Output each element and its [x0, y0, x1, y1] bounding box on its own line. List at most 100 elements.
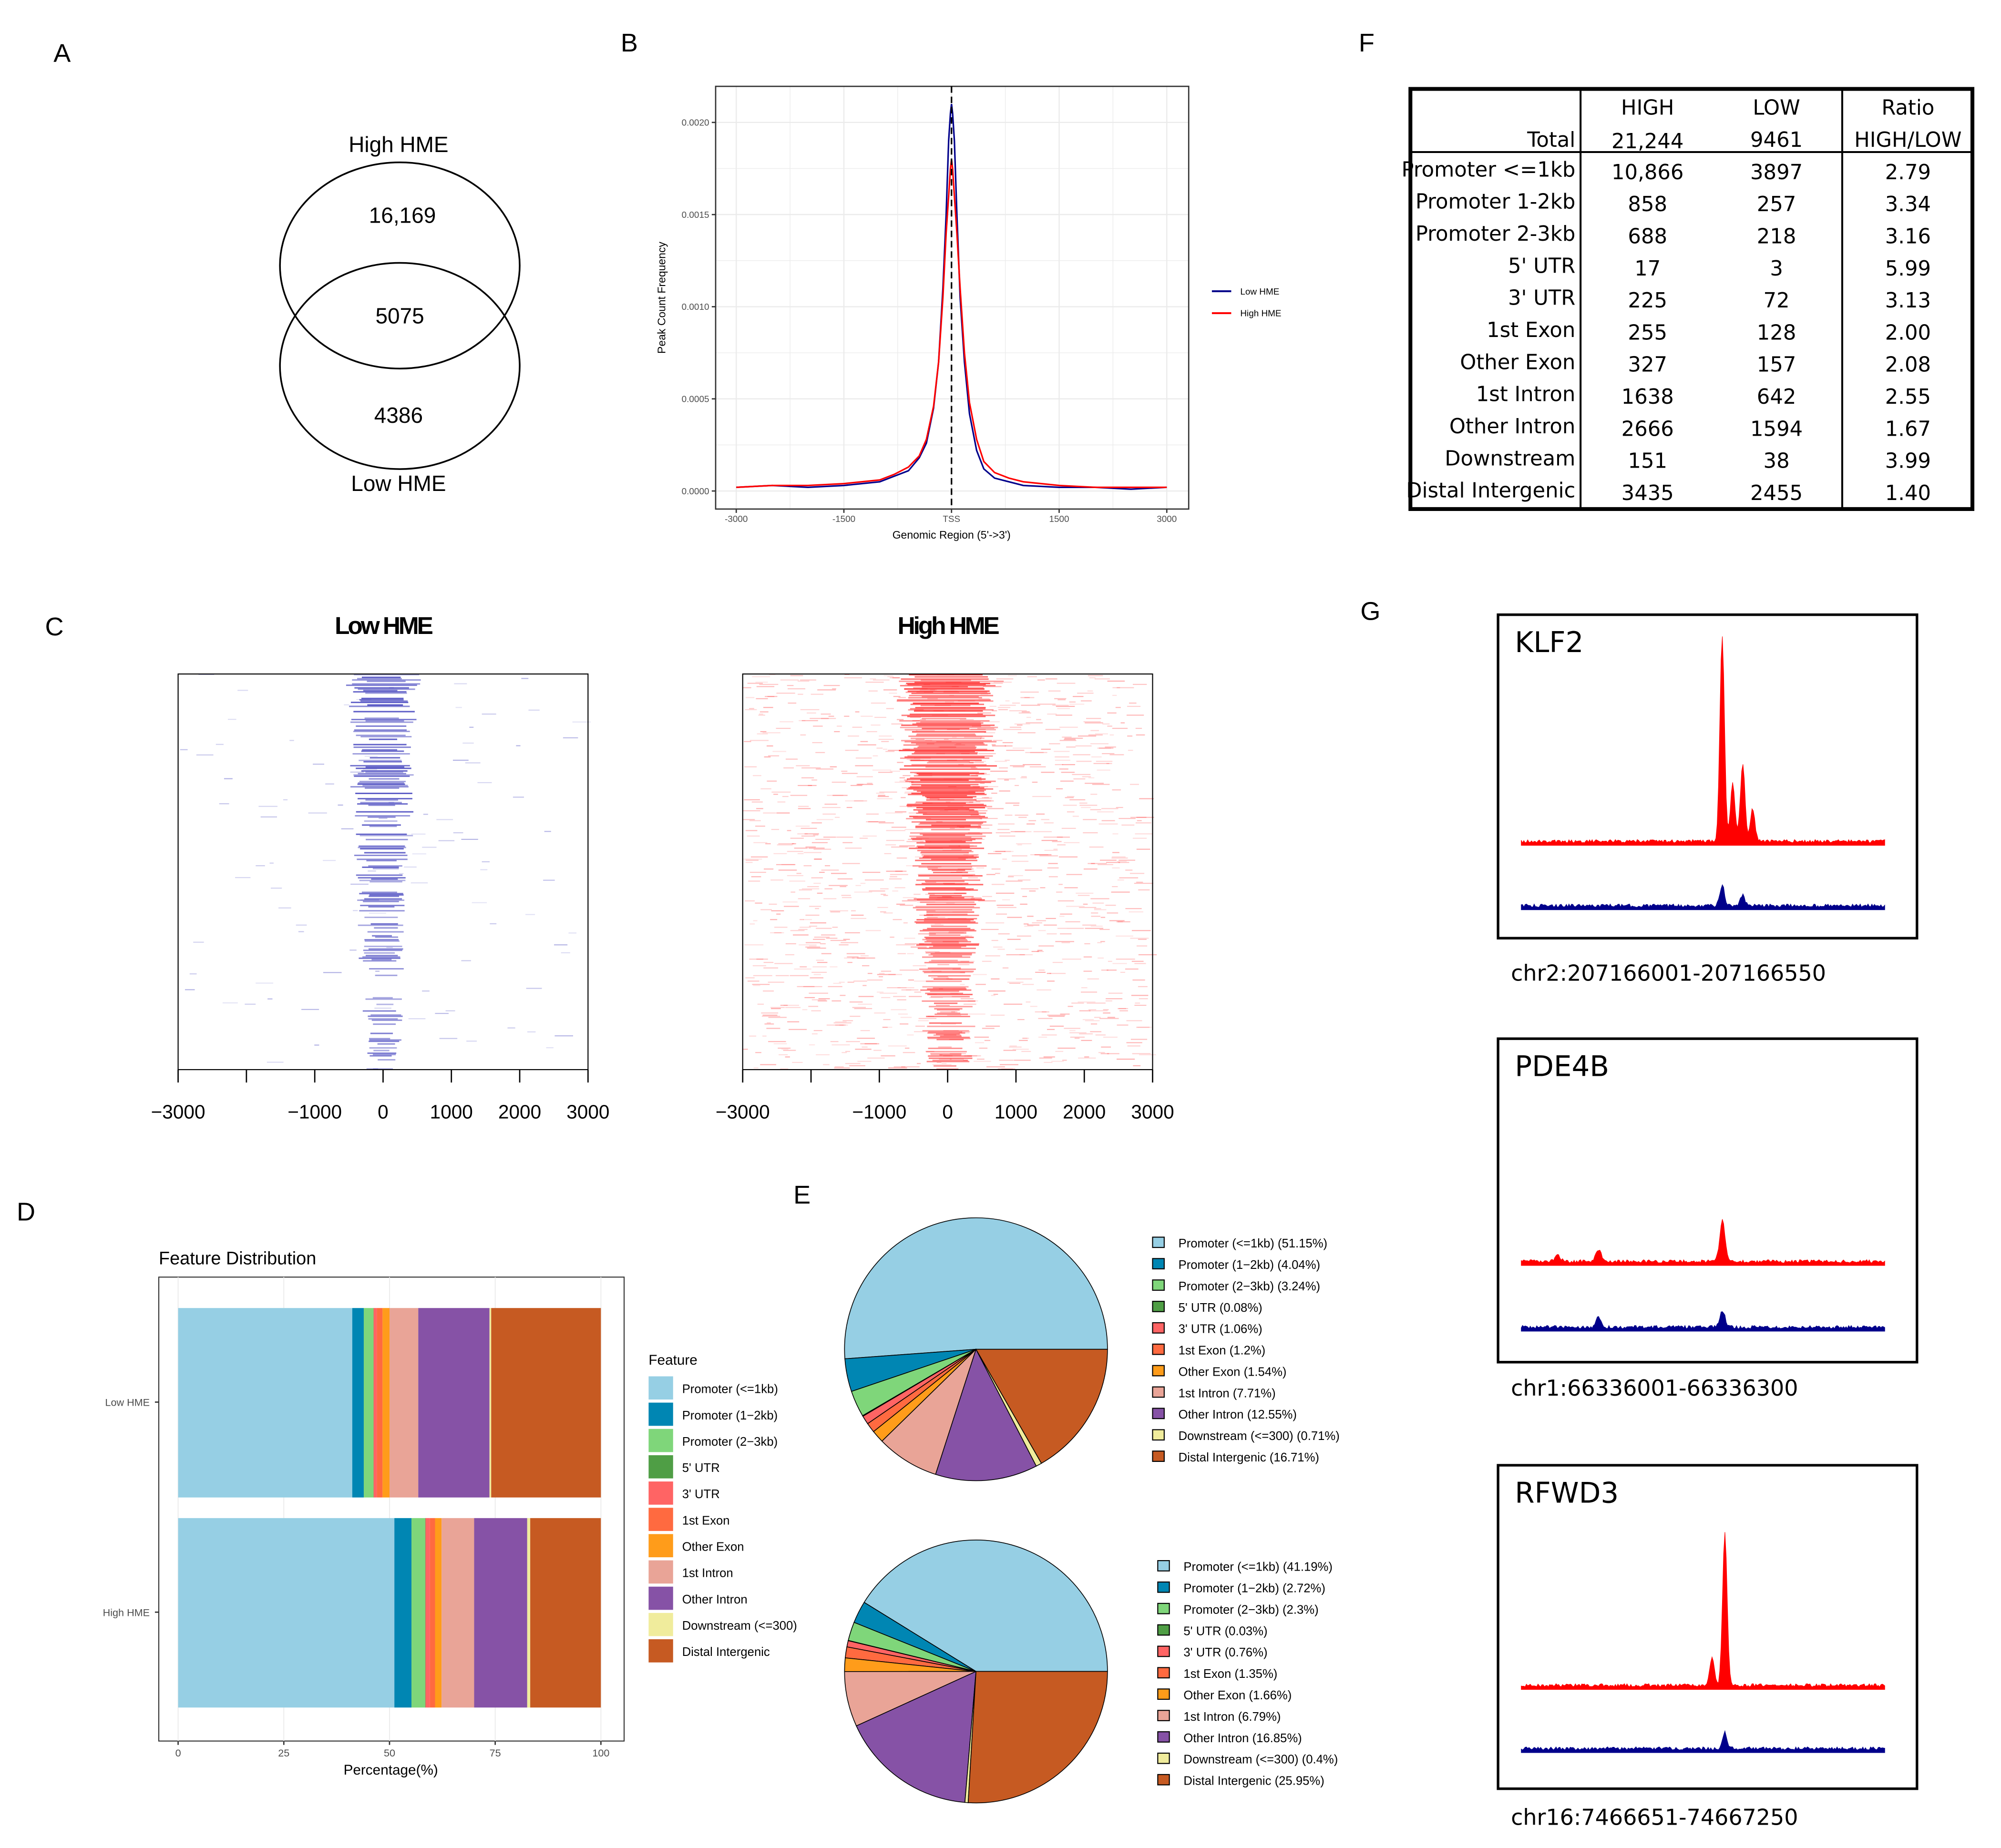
heatmap-cell [763, 967, 779, 969]
heatmap-cell [1091, 756, 1102, 758]
heatmap-cell [835, 817, 840, 818]
heatmap-cell [944, 884, 963, 885]
heatmap-cell [823, 685, 840, 686]
bar-segment [441, 1518, 474, 1708]
heatmap-cell [798, 806, 809, 807]
heatmap-cell [842, 863, 860, 864]
heatmap-cell [1117, 1024, 1129, 1026]
column-header-low: LOW [1753, 96, 1800, 120]
heatmap-cell [350, 786, 409, 788]
panel-label-b: B [621, 29, 638, 57]
x-tick-label: 100 [592, 1747, 609, 1759]
heatmap-cell [1117, 687, 1134, 688]
heatmap-cell [944, 1034, 956, 1036]
heatmap-cell [1022, 711, 1030, 713]
heatmap-cell [889, 693, 897, 694]
heatmap-cell [521, 678, 529, 679]
heatmap-cell [1060, 933, 1072, 935]
heatmap-cell [1057, 900, 1074, 902]
heatmap-cell [1130, 817, 1147, 818]
heatmap-cell [363, 960, 397, 962]
heatmap-cell [763, 962, 774, 963]
x-axis-title: Percentage(%) [344, 1762, 438, 1778]
heatmap-cell [821, 713, 831, 715]
heatmap-cell [879, 791, 897, 793]
heatmap-cell [815, 838, 830, 840]
heatmap-cell [1043, 1056, 1055, 1058]
heatmap-cell [971, 775, 979, 776]
pie-chart-high-hme: Promoter (<=1kb) (51.15%)Promoter (1−2kb… [844, 1217, 1340, 1481]
heatmap-cell [952, 968, 961, 970]
heatmap-cell [926, 1051, 967, 1052]
heatmap-cell [950, 1058, 964, 1060]
heatmap-cell [1109, 754, 1124, 756]
heatmap-cell [959, 1032, 970, 1033]
heatmap-cell [1136, 945, 1148, 947]
heatmap-cell [353, 910, 358, 911]
pie-slice [975, 1348, 1108, 1464]
heatmap-cell [915, 884, 984, 886]
heatmap-cell [1062, 959, 1081, 960]
heatmap-cell [864, 879, 884, 881]
heatmap-cell [808, 785, 812, 786]
heatmap-cell [822, 807, 841, 808]
heatmap-cell [855, 757, 872, 759]
cell-low: 218 [1757, 225, 1796, 248]
heatmap-cell [1103, 1009, 1109, 1011]
heatmap-cell [1018, 1040, 1028, 1041]
heatmap-cell [906, 818, 982, 820]
heatmap-cell [909, 694, 994, 696]
heatmap-cell [1099, 1018, 1119, 1019]
legend-label: Promoter (1−2kb) (4.04%) [1179, 1258, 1320, 1272]
heatmap-low-hme: Low HME−3000 −1000 0 1000 2000 3000 [151, 612, 610, 1123]
heatmap-cell [772, 751, 787, 752]
legend-key [648, 1481, 673, 1505]
heatmap-cell [960, 719, 974, 720]
heatmap-cell [999, 1060, 1014, 1061]
heatmap-cell [354, 729, 407, 731]
y-tick-label: High HME [103, 1606, 150, 1618]
legend-key [1157, 1710, 1170, 1721]
heatmap-cell [925, 841, 966, 843]
heatmap-cell [1116, 935, 1134, 937]
heatmap-cell [907, 690, 990, 692]
heatmap-cell [1099, 929, 1110, 930]
heatmap-cell [1038, 945, 1054, 947]
heatmap-cell [749, 820, 761, 821]
heatmap-cell [349, 705, 410, 707]
heatmap-cell [364, 952, 395, 954]
heatmap-cell [783, 1050, 796, 1051]
heatmap-cell [1035, 971, 1046, 973]
heatmap-cell [1007, 675, 1017, 676]
legend-key [1152, 1301, 1165, 1312]
heatmap-cell [353, 774, 414, 776]
heatmap-cell [408, 1018, 426, 1020]
heatmap-cell [811, 999, 826, 1001]
heatmap-cell [773, 794, 778, 795]
heatmap-cell [1111, 856, 1126, 858]
heatmap-cell [482, 713, 496, 715]
heatmap-cell [832, 795, 848, 796]
legend-key [1157, 1560, 1170, 1572]
heatmap-cell [1056, 788, 1063, 789]
heatmap-cell [788, 702, 797, 704]
pie-slice [863, 1540, 1108, 1672]
heatmap-cell [1060, 913, 1072, 915]
heatmap-cell [439, 1038, 458, 1039]
heatmap-cell [998, 933, 1010, 935]
heatmap-cell [1091, 916, 1101, 917]
heatmap-cell [915, 827, 981, 828]
heatmap-cell [862, 1046, 868, 1048]
heatmap-cell [1006, 750, 1025, 751]
heatmap-cell [325, 783, 334, 785]
heatmap-cell [1136, 1027, 1150, 1028]
heatmap-cell [435, 1013, 449, 1014]
heatmap-cell [353, 691, 407, 693]
heatmap-cell [1098, 747, 1114, 749]
heatmap-cell [969, 762, 984, 763]
heatmap-cell [978, 900, 996, 902]
heatmap-cell [773, 853, 787, 854]
heatmap-cell [756, 959, 768, 960]
heatmap-cell [799, 889, 812, 891]
heatmap-cell [922, 795, 967, 796]
